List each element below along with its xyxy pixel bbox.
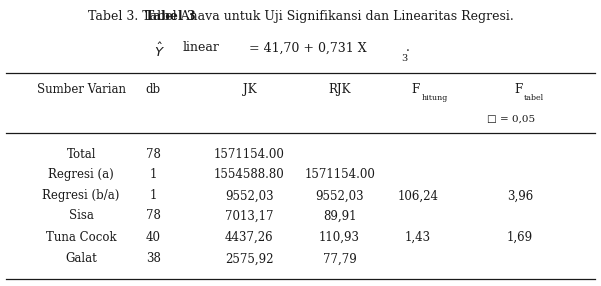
Text: Galat: Galat: [66, 252, 97, 265]
Text: 1: 1: [150, 168, 157, 181]
Text: 89,91: 89,91: [323, 209, 356, 223]
Text: 110,93: 110,93: [319, 231, 360, 244]
Text: 78: 78: [146, 209, 160, 223]
Text: Regresi (b/a): Regresi (b/a): [43, 189, 120, 202]
Text: 77,79: 77,79: [323, 252, 356, 265]
Text: linear: linear: [183, 41, 220, 54]
Text: 38: 38: [146, 252, 160, 265]
Text: Total: Total: [66, 148, 96, 161]
Text: 1571154.00: 1571154.00: [214, 148, 285, 161]
Text: 1,69: 1,69: [507, 231, 533, 244]
Text: db: db: [145, 83, 161, 96]
Text: 1554588.80: 1554588.80: [214, 168, 285, 181]
Text: 40: 40: [146, 231, 160, 244]
Text: Tabel 3. Tabel Anava untuk Uji Signifikansi dan Linearitas Regresi.: Tabel 3. Tabel Anava untuk Uji Signifika…: [88, 10, 513, 23]
Text: F: F: [412, 83, 420, 96]
Text: = 41,70 + 0,731 X: = 41,70 + 0,731 X: [249, 41, 367, 54]
Text: 3,96: 3,96: [507, 189, 533, 202]
Text: hitung: hitung: [422, 94, 448, 102]
Text: □ = 0,05: □ = 0,05: [487, 114, 535, 123]
Text: 9552,03: 9552,03: [225, 189, 273, 202]
Text: Tabel 3: Tabel 3: [145, 10, 196, 23]
Text: 3: 3: [401, 54, 407, 63]
Text: 9552,03: 9552,03: [316, 189, 364, 202]
Text: tabel: tabel: [524, 94, 544, 102]
Text: $\hat{Y}$: $\hat{Y}$: [154, 41, 165, 59]
Text: 1571154.00: 1571154.00: [304, 168, 375, 181]
Text: F: F: [514, 83, 522, 96]
Text: 7013,17: 7013,17: [225, 209, 273, 223]
Text: 4437,26: 4437,26: [225, 231, 273, 244]
Text: 106,24: 106,24: [397, 189, 438, 202]
Text: Tuna Cocok: Tuna Cocok: [46, 231, 117, 244]
Text: Sumber Varian: Sumber Varian: [37, 83, 126, 96]
Text: 78: 78: [146, 148, 160, 161]
Text: JK: JK: [243, 83, 256, 96]
Text: 1: 1: [150, 189, 157, 202]
Text: Regresi (a): Regresi (a): [48, 168, 114, 181]
Text: RJK: RJK: [328, 83, 351, 96]
Text: Sisa: Sisa: [69, 209, 94, 223]
Text: 2575,92: 2575,92: [225, 252, 273, 265]
Text: .: .: [406, 41, 409, 54]
Text: 1,43: 1,43: [404, 231, 431, 244]
